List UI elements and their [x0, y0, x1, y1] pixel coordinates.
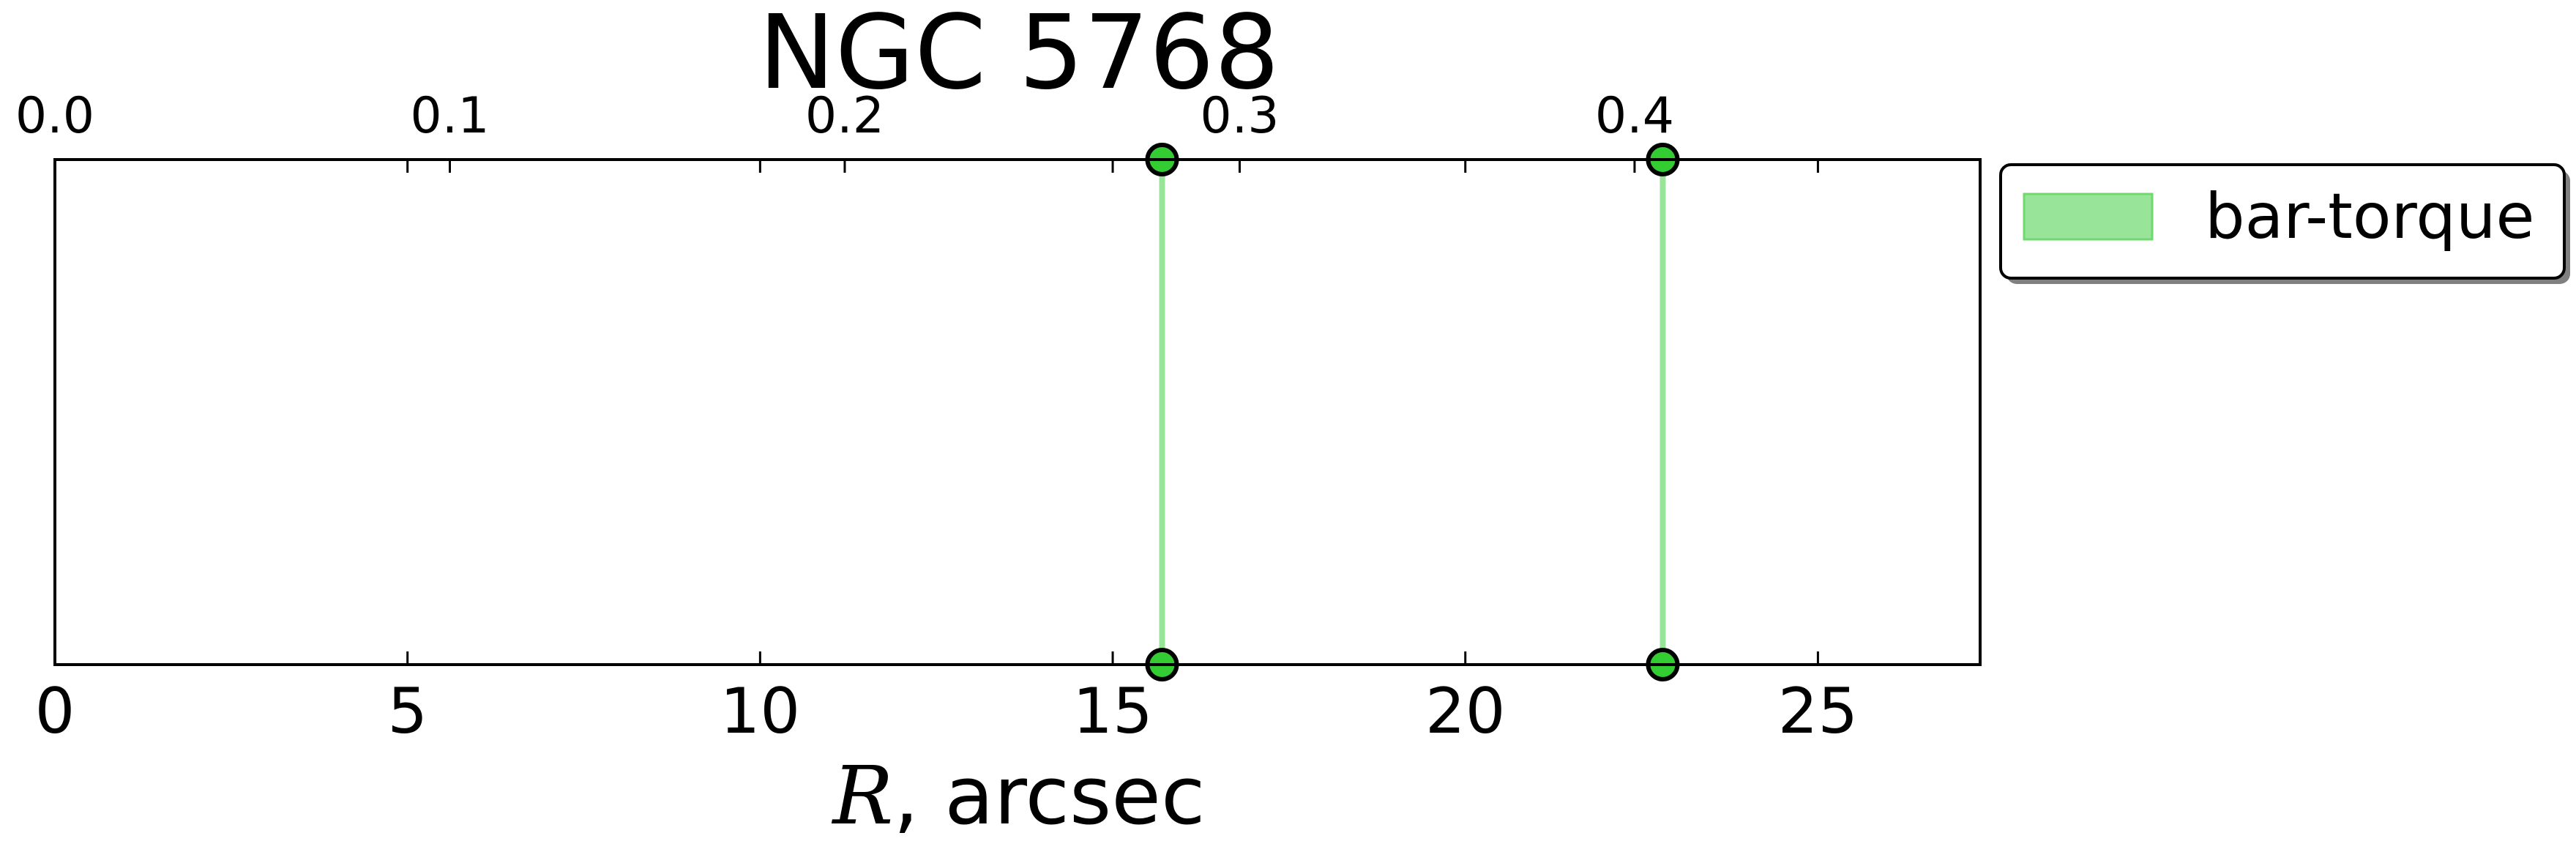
bottom-axis: 0 5 10 15 20 25 — [35, 160, 1858, 748]
chart-title: NGC 5768 — [758, 0, 1280, 113]
top-x-tick-label: 0.4 — [1595, 87, 1674, 145]
plot-frame — [53, 158, 1982, 666]
top-x-tick-label: 0.3 — [1200, 87, 1279, 145]
x-tick-label: 20 — [1425, 675, 1505, 748]
x-tick-label: 25 — [1778, 675, 1858, 748]
x-axis-label-unit: , arcsec — [893, 749, 1205, 842]
legend-swatch-bar-torque — [2023, 193, 2154, 241]
x-axis-label-symbol: R — [832, 749, 894, 842]
x-tick-label: 5 — [387, 675, 428, 748]
legend-label-bar-torque: bar-torque — [2205, 180, 2534, 253]
x-tick-label: 10 — [720, 675, 800, 748]
x-tick-label: 0 — [35, 675, 75, 748]
series-layer — [1145, 143, 1680, 681]
top-x-tick-label: 0.1 — [410, 87, 489, 145]
top-x-tick-label: 0.0 — [15, 87, 94, 145]
top-x-tick-label: 0.2 — [805, 87, 884, 145]
legend: bar-torque — [1999, 163, 2570, 284]
x-tick-label: 15 — [1072, 675, 1152, 748]
x-axis-label: R, arcsec — [832, 749, 1206, 842]
top-axis: 0.0 0.1 0.2 0.3 0.4 — [15, 87, 1674, 173]
